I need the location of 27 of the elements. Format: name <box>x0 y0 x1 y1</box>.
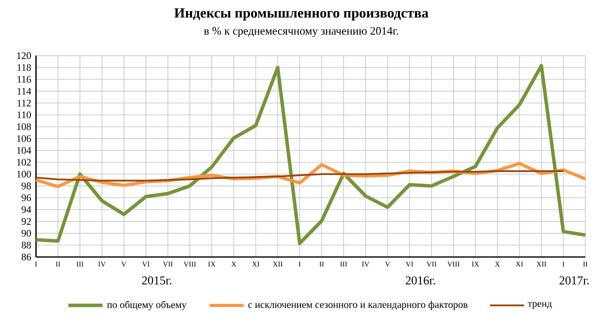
y-tick-label: 114 <box>18 88 32 94</box>
y-tick-label: 88 <box>22 242 31 249</box>
y-tick-label: 90 <box>22 230 31 237</box>
y-tick-label: 98 <box>22 182 31 190</box>
legend-label: с исключением сезонного и календарного факторов <box>248 300 468 310</box>
y-tick-label: 102 <box>17 158 31 166</box>
chart-subtitle: в % к среднемесячному значению 2014г. <box>204 27 398 38</box>
y-tick-label: 110 <box>18 112 31 118</box>
text: 2016г. <box>406 276 436 285</box>
y-tick-label: 120 <box>17 52 31 60</box>
y-tick-label: 108 <box>17 123 31 130</box>
legend-label: по общему объему <box>107 300 187 310</box>
text: 2017г. <box>560 276 589 285</box>
y-tick-label: 106 <box>17 135 32 142</box>
y-tick-label: 92 <box>22 218 31 225</box>
y-tick-label: 112 <box>18 100 31 106</box>
chart-title: Индексы промышленного производства <box>174 8 428 21</box>
y-tick-label: 94 <box>22 206 32 213</box>
line-series <box>34 64 588 246</box>
y-tick-label: 100 <box>17 170 31 178</box>
y-tick-label: 118 <box>18 64 31 71</box>
y-tick-label: 104 <box>17 147 32 154</box>
text: 2015г. <box>142 276 172 285</box>
legend-label: тренд <box>528 302 552 309</box>
y-tick-label: 116 <box>18 76 32 83</box>
y-tick-label: 86 <box>22 254 32 260</box>
y-tick-label: 96 <box>22 194 32 202</box>
